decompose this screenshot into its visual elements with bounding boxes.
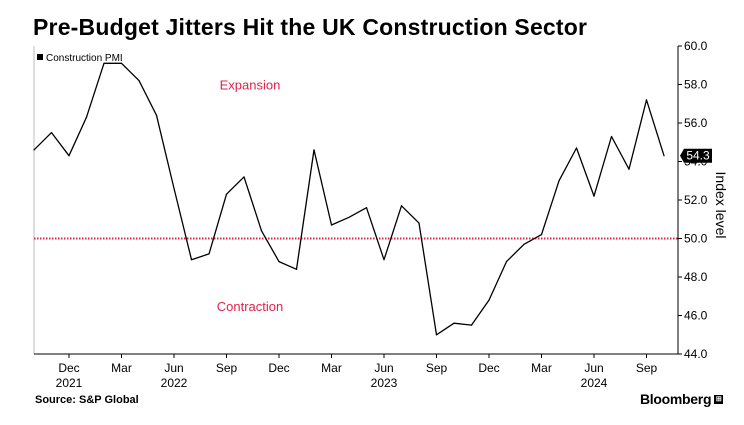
data-point <box>593 195 595 197</box>
data-point <box>295 268 298 270</box>
series-line-construction-pmi <box>33 62 665 336</box>
data-point <box>488 299 490 301</box>
data-point <box>155 114 158 116</box>
data-point <box>330 224 333 226</box>
data-point <box>663 155 665 157</box>
data-point <box>575 147 578 149</box>
data-point <box>68 155 70 157</box>
data-point <box>190 259 193 261</box>
x-tick-label: Jun <box>374 361 393 375</box>
y-tick-label: 58.0 <box>684 78 708 92</box>
data-point <box>278 261 280 263</box>
data-point <box>365 207 368 209</box>
y-tick-label: 56.0 <box>684 116 708 130</box>
x-tick-label: Sep <box>636 361 658 375</box>
data-point <box>540 234 543 236</box>
data-point <box>120 62 123 64</box>
last-value-label: 54.3 <box>686 149 710 163</box>
data-point <box>103 62 105 64</box>
annotation-label: Contraction <box>217 299 283 314</box>
series-layer <box>33 62 665 336</box>
x-year-label: 2023 <box>371 376 398 390</box>
data-point <box>33 149 35 151</box>
last-value-badge <box>680 148 712 163</box>
data-point <box>400 205 403 207</box>
x-tick-label: Mar <box>321 361 342 375</box>
data-point <box>173 187 175 190</box>
x-tick-label: Mar <box>111 361 132 375</box>
y-tick-label: 50.0 <box>684 232 708 246</box>
data-point <box>85 116 88 118</box>
data-point <box>645 99 648 101</box>
x-year-label: 2022 <box>161 376 188 390</box>
data-point <box>313 149 315 151</box>
data-point <box>260 230 263 232</box>
x-year-label: 2021 <box>56 376 83 390</box>
y-tick-label: 46.0 <box>684 309 708 323</box>
y-tick-label: 52.0 <box>684 193 708 207</box>
x-tick-label: Jun <box>164 361 183 375</box>
data-point <box>138 80 140 82</box>
source-note: Source: S&P Global <box>35 394 139 406</box>
data-point <box>505 261 508 263</box>
annotation-label: Expansion <box>220 78 281 93</box>
data-point <box>558 180 560 182</box>
x-tick-label: Sep <box>426 361 448 375</box>
y-tick-label: 44.0 <box>684 347 708 361</box>
data-point <box>50 132 53 134</box>
legend-swatch <box>37 54 43 60</box>
y-tick-label: 60.0 <box>684 39 708 53</box>
x-tick-label: Dec <box>58 361 79 375</box>
label-layer: Expansion Contraction Construction PMI 54.3 <box>37 53 712 314</box>
x-tick-label: Dec <box>478 361 499 375</box>
y-axis-title: Index level <box>713 172 729 239</box>
data-point <box>225 193 228 195</box>
x-tick-label: Jun <box>584 361 603 375</box>
x-tick-label: Mar <box>531 361 552 375</box>
bloomberg-terminal-icon: ⊞ <box>714 394 724 404</box>
data-point <box>208 253 210 255</box>
data-point <box>435 334 438 336</box>
data-point <box>453 322 455 324</box>
brand-text: Bloomberg <box>640 391 712 407</box>
chart-title: Pre-Budget Jitters Hit the UK Constructi… <box>33 14 588 40</box>
data-point <box>610 135 613 138</box>
y-tick-label: 48.0 <box>684 270 708 284</box>
data-point <box>243 176 245 178</box>
data-point <box>523 243 525 245</box>
legend-label: Construction PMI <box>46 53 123 64</box>
data-point <box>628 168 630 170</box>
data-point <box>383 259 385 261</box>
data-point <box>470 324 473 326</box>
bloomberg-logo: Bloomberg ⊞ <box>640 391 724 407</box>
axis-layer: 44.046.048.050.052.054.056.058.060.0Inde… <box>33 39 729 390</box>
x-tick-label: Sep <box>216 361 238 375</box>
x-year-label: 2024 <box>581 376 608 390</box>
data-point <box>418 222 420 224</box>
data-point <box>348 216 350 218</box>
x-tick-label: Dec <box>268 361 289 375</box>
